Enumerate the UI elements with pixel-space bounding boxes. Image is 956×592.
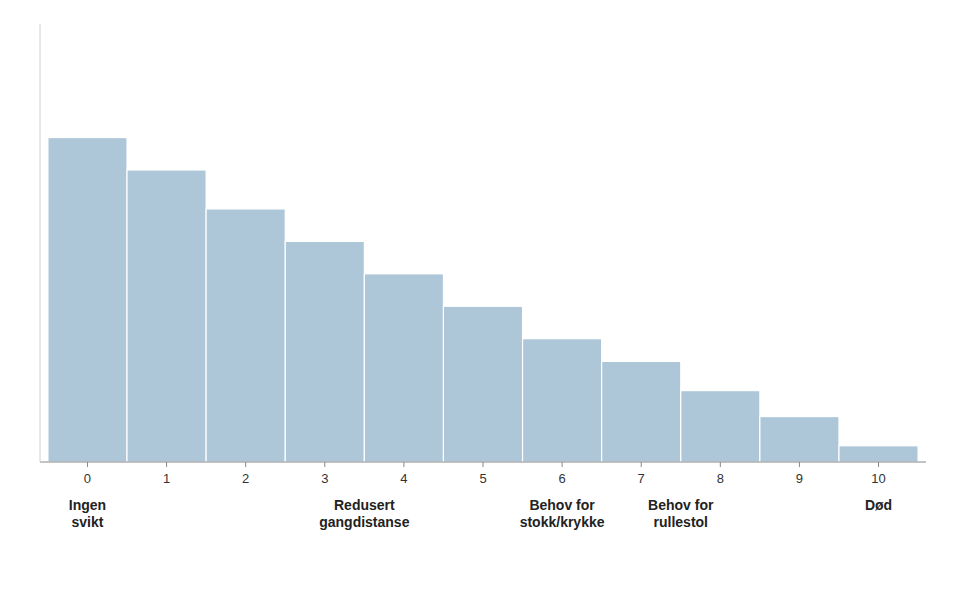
x-tick-label: 7: [638, 471, 645, 486]
x-tick: [403, 462, 404, 467]
bar: [127, 170, 206, 462]
x-tick: [641, 462, 642, 467]
x-ticks: 0 1 2 3 4 5 6 7 8 9 10: [84, 462, 886, 486]
annotation: Behov forstokk/krykke: [520, 497, 605, 530]
annotation: Ingensvikt: [69, 497, 106, 530]
chart: 0 1 2 3 4 5 6 7 8 9 10 Ingensvikt Redusertgangdistan…: [0, 0, 956, 592]
x-tick-label: 8: [717, 471, 724, 486]
bar: [48, 138, 127, 462]
x-tick-label: 2: [242, 471, 249, 486]
x-tick-label: 4: [400, 471, 407, 486]
annotation: Død: [865, 497, 892, 513]
x-tick-label: 1: [163, 471, 170, 486]
bar: [602, 361, 681, 462]
bars: [48, 138, 918, 462]
x-tick-label: 5: [479, 471, 486, 486]
x-tick-label: 6: [558, 471, 565, 486]
chart-container: 0 1 2 3 4 5 6 7 8 9 10 Ingensvikt Redusertgangdistan…: [0, 0, 956, 592]
annotations: Ingensvikt Redusertgangdistanse Behov fors…: [69, 497, 892, 530]
x-tick: [87, 462, 88, 467]
x-tick: [324, 462, 325, 467]
bar: [285, 241, 364, 462]
x-tick: [562, 462, 563, 467]
x-tick: [720, 462, 721, 467]
x-tick: [878, 462, 879, 467]
x-tick: [245, 462, 246, 467]
bar: [443, 306, 522, 462]
y-axis-line: [40, 24, 41, 462]
bar: [839, 446, 918, 462]
x-tick: [483, 462, 484, 467]
x-tick-label: 10: [871, 471, 885, 486]
bar: [523, 339, 602, 462]
x-tick-label: 9: [796, 471, 803, 486]
bar: [681, 391, 760, 462]
x-tick-label: 0: [84, 471, 91, 486]
annotation: Behov forrullestol: [648, 497, 714, 530]
x-tick: [166, 462, 167, 467]
x-tick: [799, 462, 800, 467]
bar: [760, 417, 839, 462]
x-tick-label: 3: [321, 471, 328, 486]
bar: [364, 274, 443, 462]
annotation: Redusertgangdistanse: [319, 497, 409, 530]
bar: [206, 209, 285, 462]
